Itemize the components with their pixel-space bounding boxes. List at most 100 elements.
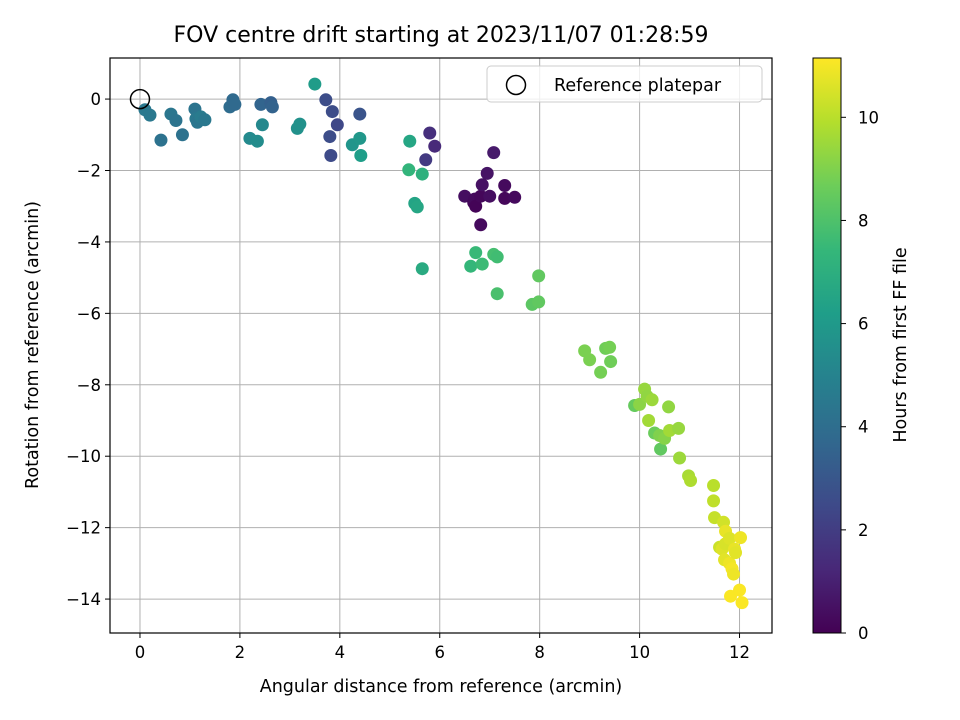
data-point [474, 218, 488, 232]
x-tick-label: 0 [135, 643, 146, 662]
data-point [633, 397, 647, 411]
data-point [490, 250, 504, 264]
y-axis-ticks: 0 −2 −4 −6 −8 −10 −12 −14 [66, 90, 110, 609]
data-point [323, 130, 337, 144]
data-point [410, 200, 424, 214]
data-point [458, 189, 472, 203]
data-point [254, 97, 268, 111]
data-point [480, 166, 494, 180]
x-axis-label: Angular distance from reference (arcmin) [260, 677, 623, 697]
colorbar [812, 57, 842, 634]
data-point [645, 393, 659, 407]
x-axis-ticks: 0 2 4 6 8 10 12 [135, 633, 750, 662]
data-point [487, 146, 501, 160]
data-point [672, 421, 686, 435]
data-point [423, 126, 437, 140]
data-point [169, 114, 183, 127]
y-tick-label: −10 [66, 447, 101, 466]
reference-platepar-marker [129, 88, 151, 110]
data-point [483, 189, 497, 203]
data-point [330, 118, 344, 132]
data-point [402, 163, 416, 177]
colorbar-tick-label: 4 [858, 418, 869, 437]
data-point [662, 400, 676, 414]
data-point [354, 149, 368, 162]
colorbar-tick-label: 8 [858, 211, 869, 230]
data-point [603, 340, 617, 354]
data-point [733, 583, 747, 597]
data-point [583, 353, 597, 367]
x-tick-label: 2 [235, 643, 246, 662]
legend-label: Reference platepar [554, 76, 722, 96]
data-point [734, 531, 748, 545]
data-point [474, 189, 488, 203]
data-point [293, 117, 307, 131]
y-tick-label: −6 [77, 304, 101, 323]
data-points [138, 77, 749, 610]
data-point [415, 167, 429, 181]
data-point [723, 531, 737, 545]
data-point [735, 596, 749, 610]
data-point [308, 77, 322, 91]
data-point [250, 134, 264, 148]
x-tick-label: 10 [629, 643, 650, 662]
data-point [684, 474, 698, 487]
data-point [325, 105, 339, 119]
y-tick-label: −12 [66, 519, 101, 538]
data-point [642, 414, 656, 427]
plot-frame [109, 57, 773, 634]
data-point [532, 269, 546, 283]
data-point [469, 199, 483, 213]
data-point [469, 246, 483, 260]
colorbar-tick-label: 6 [858, 315, 869, 334]
data-point [727, 567, 741, 581]
y-tick-label: −2 [77, 162, 101, 181]
data-point [594, 365, 608, 379]
data-point [228, 97, 242, 111]
data-point [353, 107, 367, 121]
data-point [498, 179, 512, 192]
data-point [154, 133, 168, 147]
data-point [654, 442, 668, 456]
data-point [464, 259, 478, 273]
colorbar-tick-label: 0 [858, 624, 869, 643]
y-tick-label: −8 [77, 376, 101, 395]
legend-box [486, 65, 763, 103]
data-point [198, 113, 212, 127]
data-point [490, 287, 504, 301]
chart-title: FOV centre drift starting at 2023/11/07 … [174, 23, 709, 48]
data-point [175, 128, 189, 142]
legend-marker [505, 74, 527, 96]
data-point [403, 134, 417, 148]
colorbar-label: Hours from first FF file [891, 247, 911, 442]
data-point [532, 295, 546, 309]
data-point [475, 178, 489, 192]
data-point [419, 153, 433, 167]
y-axis-label: Rotation from reference (arcmin) [23, 201, 43, 489]
data-point [673, 451, 687, 465]
data-point [353, 131, 367, 145]
grid-lines [110, 58, 772, 633]
x-tick-label: 8 [534, 643, 545, 662]
legend: Reference platepar [486, 65, 763, 103]
y-tick-label: −14 [66, 590, 101, 609]
data-point [604, 355, 618, 369]
data-point [508, 190, 522, 204]
data-point [475, 257, 489, 271]
colorbar-tick-label: 2 [858, 521, 869, 540]
data-point [319, 93, 333, 107]
y-tick-label: 0 [91, 90, 102, 109]
data-point [255, 118, 269, 132]
colorbar-tick-label: 10 [858, 108, 879, 127]
data-point [324, 149, 338, 162]
data-point [707, 479, 721, 492]
data-point [498, 191, 512, 205]
x-tick-label: 6 [435, 643, 446, 662]
data-point [707, 494, 721, 508]
colorbar-ticks: 0 2 4 6 8 10 [841, 108, 879, 643]
y-tick-label: −4 [77, 233, 101, 252]
data-point [265, 100, 279, 114]
data-point [143, 108, 157, 122]
data-point [415, 262, 429, 276]
